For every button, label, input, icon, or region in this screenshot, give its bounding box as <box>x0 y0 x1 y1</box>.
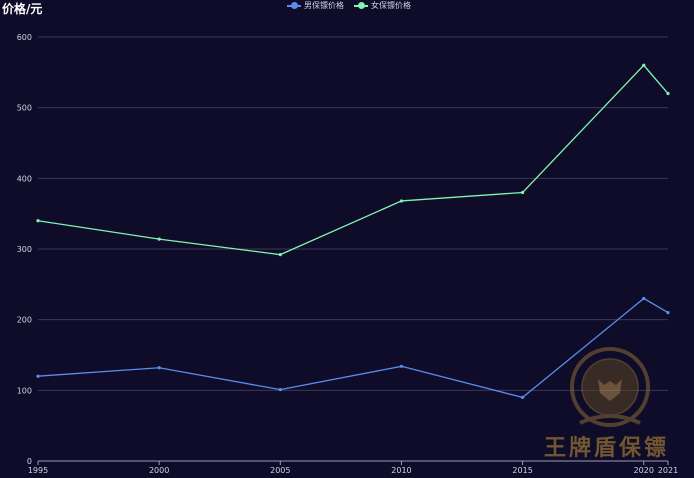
x-tick-label-1: 2000 <box>149 466 169 475</box>
series-1-point-4 <box>521 190 525 195</box>
watermark-brand-text: 王牌盾保镖 <box>544 435 670 461</box>
series-0-point-1 <box>157 366 161 370</box>
y-tick-label-3: 300 <box>17 245 32 254</box>
series-1-point-1 <box>157 237 161 241</box>
series-1-point-0 <box>36 219 40 223</box>
tiger-emblem-icon <box>570 347 650 427</box>
series-0-point-6 <box>666 311 670 315</box>
series-0-point-4 <box>521 395 525 399</box>
y-axis-title: 价格/元 <box>2 2 43 16</box>
y-tick-label-0: 0 <box>27 457 32 466</box>
x-tick-label-2: 2005 <box>270 466 290 475</box>
series-0-point-0 <box>36 374 40 378</box>
y-tick-label-1: 100 <box>17 386 32 395</box>
x-tick-label-6: 2021 <box>658 466 678 475</box>
legend-label-female: 女保镖价格 <box>371 1 411 10</box>
y-tick-label-2: 200 <box>17 316 32 325</box>
y-tick-label-5: 500 <box>17 104 32 113</box>
x-tick-label-3: 2010 <box>391 466 411 475</box>
series-1-point-3 <box>399 199 404 203</box>
x-tick-label-0: 1995 <box>28 466 48 475</box>
series-0-point-3 <box>399 364 404 368</box>
series-1-point-2 <box>278 253 282 257</box>
legend-item-female[interactable]: 女保镖价格 <box>354 0 411 11</box>
series-0-point-2 <box>278 388 282 392</box>
legend-swatch-female-icon <box>354 2 368 10</box>
legend-item-male[interactable]: 男保镖价格 <box>287 0 344 11</box>
series-1-point-5 <box>642 63 646 67</box>
x-tick-label-4: 2015 <box>512 466 532 475</box>
legend: 男保镖价格 女保镖价格 <box>287 0 411 11</box>
series-line-1 <box>37 64 669 256</box>
legend-swatch-male-icon <box>287 2 301 10</box>
y-tick-label-4: 400 <box>17 174 32 183</box>
series-1-point-6 <box>666 91 670 96</box>
x-tick-label-5: 2020 <box>634 466 654 475</box>
series-0-point-5 <box>642 296 646 301</box>
legend-label-male: 男保镖价格 <box>304 1 344 10</box>
y-tick-label-6: 600 <box>17 33 32 42</box>
